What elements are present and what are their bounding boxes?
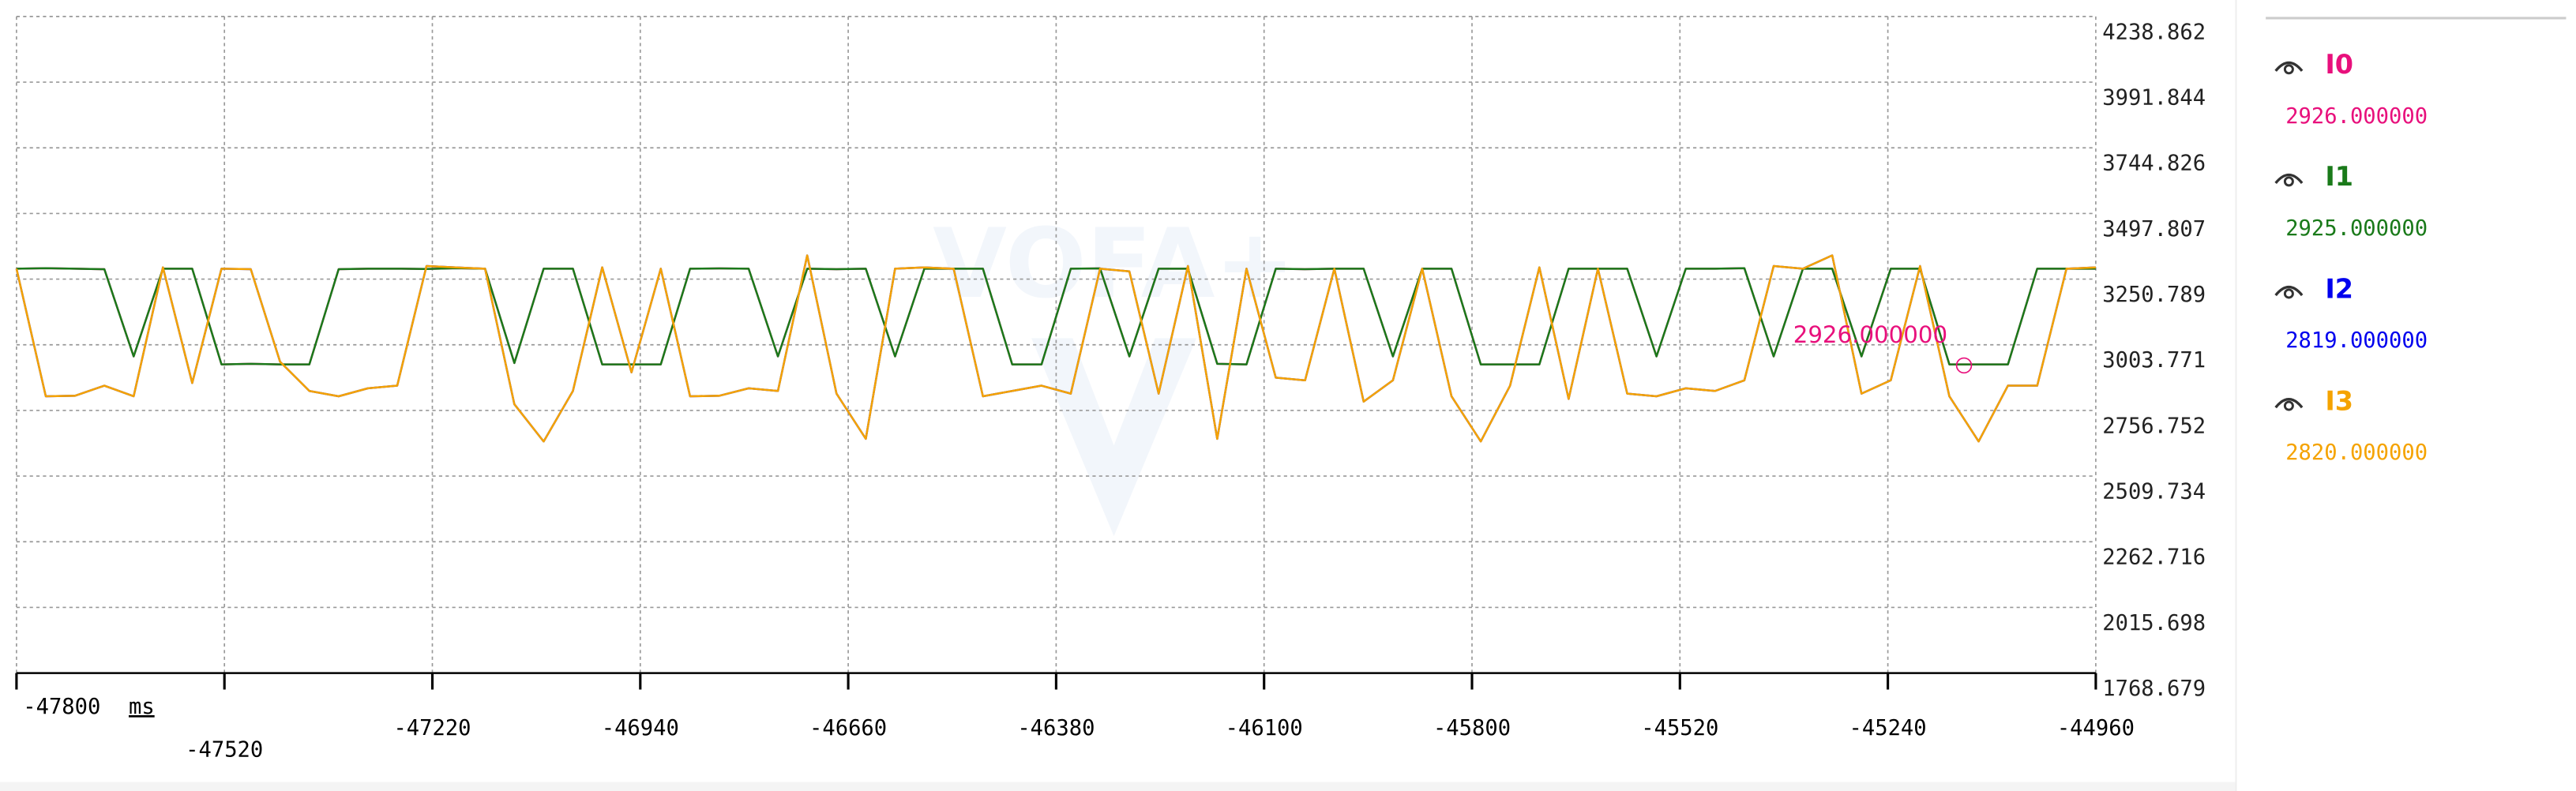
x-tick-label: -46660 [809,716,887,740]
eye-pupil [2283,288,2294,299]
y-tick-label: 4238.862 [2102,20,2206,44]
legend-name: I1 [2325,161,2353,192]
y-tick-label: 2756.752 [2102,414,2206,438]
legend-item[interactable]: I3 2820.000000 [2274,385,2428,465]
y-tick-label: 2262.716 [2102,545,2206,570]
eye-icon [2274,285,2304,297]
x-tick-label: -45240 [1849,716,1927,740]
legend-value: 2925.000000 [2285,216,2428,241]
y-tick-label: 1768.679 [2102,677,2206,701]
x-tick-label: -45520 [1641,716,1718,740]
eye-icon [2274,398,2304,409]
y-tick-label: 3497.807 [2102,217,2206,242]
y-tick-label: 3003.771 [2102,348,2206,373]
legend-value: 2926.000000 [2285,104,2428,129]
legend-item[interactable]: I0 2926.000000 [2274,49,2428,129]
cursor-point [1955,357,1973,374]
series-line [16,267,2096,366]
x-tick-label: -44960 [2057,716,2135,740]
legend-name: I2 [2325,273,2353,304]
x-tick-label: -46380 [1017,716,1095,740]
cursor-value: 2926.000000 [1793,321,1947,348]
eye-pupil [2283,400,2294,411]
x-tick-label: -46940 [602,716,679,740]
x-tick-label: -46100 [1226,716,1303,740]
eye-pupil [2283,64,2294,75]
legend-item[interactable]: I2 2819.000000 [2274,273,2428,353]
x-unit: ms [129,695,155,719]
x-tick-label: -47800 [23,695,100,719]
y-tick-label: 2509.734 [2102,479,2206,504]
sidebar [2236,0,2576,791]
eye-icon [2274,173,2304,185]
x-tick-label: -47520 [186,737,263,762]
y-tick-label: 3744.826 [2102,152,2206,176]
legend-name: I3 [2325,385,2353,416]
series-line [15,254,2096,443]
status-strip [0,782,2236,791]
x-tick-label: -47220 [393,716,471,740]
legend-name: I0 [2325,49,2353,80]
eye-icon [2274,61,2304,72]
y-tick-label: 2015.698 [2102,611,2206,635]
legend-value: 2819.000000 [2285,328,2428,353]
legend-value: 2820.000000 [2285,440,2428,465]
legend-item[interactable]: I1 2925.000000 [2274,161,2428,241]
x-tick-label: -45800 [1433,716,1511,740]
y-tick-label: 3991.844 [2102,85,2206,110]
eye-pupil [2283,176,2294,187]
y-tick-label: 3250.789 [2102,283,2206,307]
